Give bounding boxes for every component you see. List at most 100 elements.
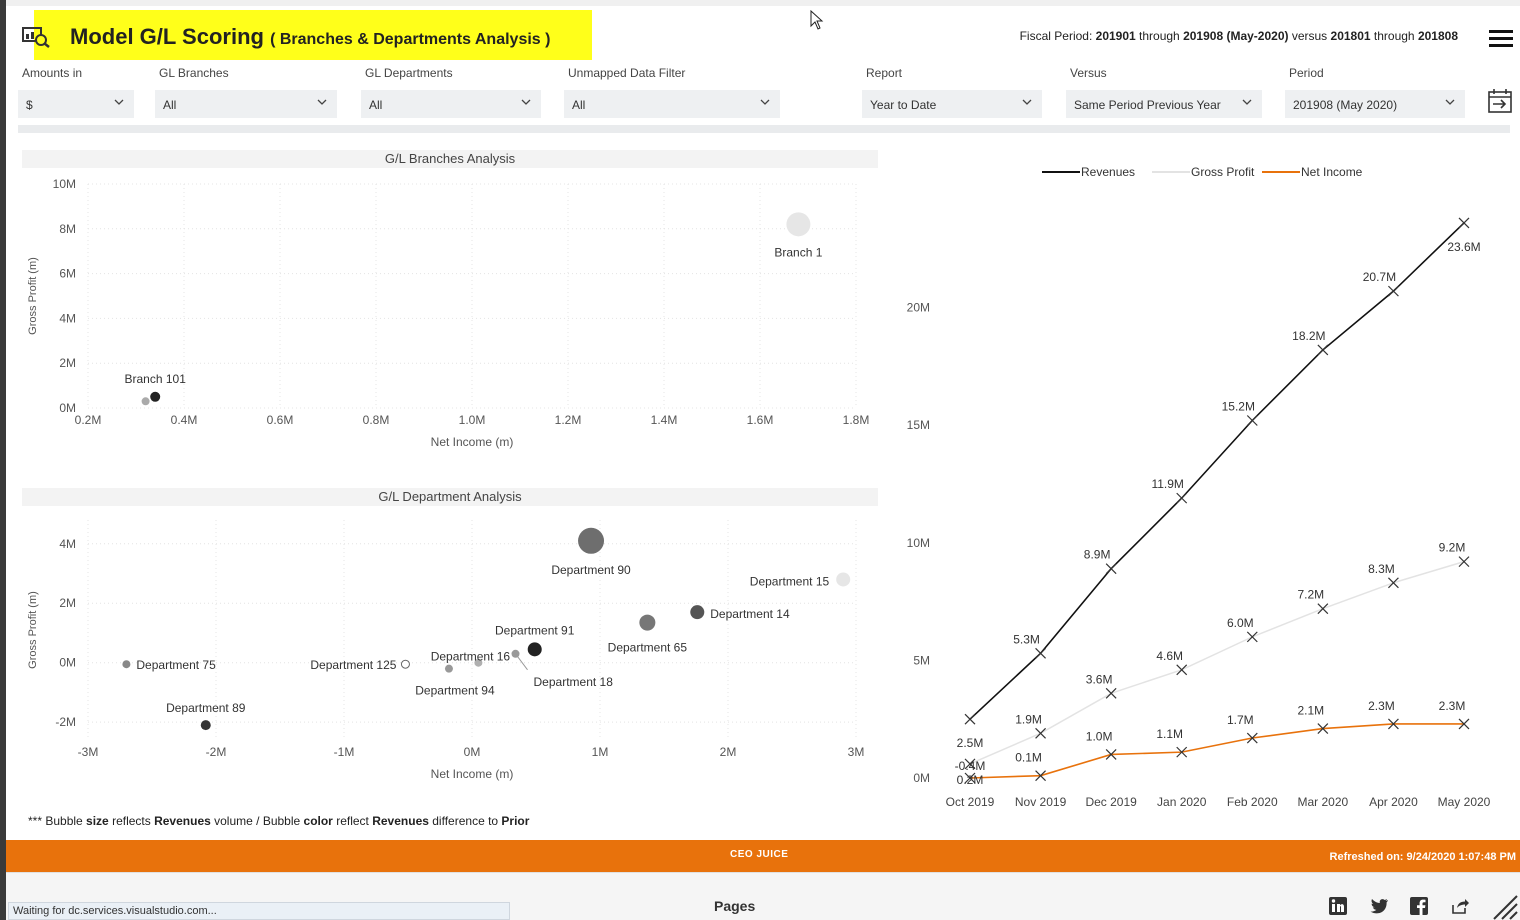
status-bar: Waiting for dc.services.visualstudio.com… bbox=[8, 902, 510, 920]
data-label: 2.5M bbox=[957, 736, 984, 750]
bubble-point bbox=[474, 658, 483, 667]
series-marker bbox=[1035, 770, 1046, 782]
series-marker bbox=[1458, 718, 1470, 730]
filter-dropdown-versus[interactable]: Same Period Previous Year bbox=[1066, 90, 1262, 118]
pages-button[interactable]: Pages bbox=[714, 898, 756, 914]
point-label: Department 15 bbox=[750, 574, 830, 588]
series-marker bbox=[1176, 492, 1188, 504]
point-label: Department 75 bbox=[136, 658, 216, 672]
filter-dropdown-amounts-in[interactable]: $ bbox=[18, 90, 134, 118]
report-icon bbox=[22, 27, 50, 48]
point-label: Department 89 bbox=[166, 701, 246, 715]
bubble-point bbox=[836, 572, 851, 587]
filter-label-gl-departments: GL Departments bbox=[365, 66, 453, 80]
share-icon[interactable] bbox=[1450, 896, 1470, 916]
series-marker bbox=[1246, 732, 1258, 744]
filter-dropdown-gl-departments[interactable]: All bbox=[361, 90, 541, 118]
x-tick-label: 0.4M bbox=[171, 413, 198, 427]
series-marker bbox=[1176, 664, 1188, 676]
series-marker bbox=[1176, 746, 1188, 758]
filter-label-unmapped-data-filter: Unmapped Data Filter bbox=[568, 66, 686, 80]
series-line bbox=[969, 222, 1465, 720]
series-marker bbox=[1388, 285, 1399, 297]
point-label: Department 16 bbox=[431, 650, 511, 664]
filter-label-period: Period bbox=[1289, 66, 1324, 80]
data-label: 9.2M bbox=[1439, 541, 1466, 555]
y-tick-label: 2M bbox=[59, 356, 76, 370]
x-tick-label: 2M bbox=[720, 745, 737, 759]
filter-dropdown-period[interactable]: 201908 (May 2020) bbox=[1285, 90, 1465, 118]
bubble-point bbox=[141, 397, 150, 406]
data-label: -0.4M bbox=[955, 759, 986, 773]
x-axis-label: Net Income (m) bbox=[431, 435, 514, 449]
chevron-down-icon bbox=[1445, 99, 1455, 105]
data-label: 8.9M bbox=[1084, 548, 1111, 562]
calendar-export-icon[interactable] bbox=[1488, 88, 1514, 114]
top-line bbox=[6, 0, 1520, 6]
bubble-point bbox=[578, 527, 605, 554]
bubble-footnote: *** Bubble size reflects Revenues volume… bbox=[28, 814, 530, 828]
filter-value: Year to Date bbox=[870, 98, 937, 112]
series-marker bbox=[1035, 647, 1046, 659]
y-tick-label: 10M bbox=[907, 536, 930, 550]
x-tick-label: 0.6M bbox=[267, 413, 294, 427]
point-label: Department 18 bbox=[534, 675, 614, 689]
series-marker bbox=[964, 772, 976, 784]
data-label: 2.3M bbox=[1368, 699, 1395, 713]
data-label: 6.0M bbox=[1227, 616, 1254, 630]
data-label: 23.6M bbox=[1447, 240, 1480, 254]
data-label: 1.0M bbox=[1086, 729, 1113, 743]
filter-dropdown-unmapped-data-filter[interactable]: All bbox=[564, 90, 780, 118]
departments-scatter-chart: -2M 0M 2M 4M -3M -2M -1M 0M 1M 2M 3M Net Income (m)… bbox=[27, 520, 865, 781]
x-tick-label: 1.6M bbox=[747, 413, 774, 427]
data-label: 3.6M bbox=[1086, 672, 1113, 686]
filter-dropdown-gl-branches[interactable]: All bbox=[155, 90, 337, 118]
filter-value: 201908 (May 2020) bbox=[1293, 98, 1398, 112]
data-label: 4.6M bbox=[1156, 649, 1183, 663]
data-label: 1.9M bbox=[1015, 712, 1042, 726]
series-marker bbox=[1246, 415, 1258, 426]
point-label: Department 91 bbox=[495, 623, 575, 637]
filter-divider bbox=[18, 125, 1510, 133]
data-label: 2.3M bbox=[1439, 699, 1466, 713]
bubble-point bbox=[690, 605, 705, 620]
fiscal-from: 201901 bbox=[1095, 29, 1136, 43]
series-marker bbox=[1388, 577, 1399, 589]
fiscal-versus: versus bbox=[1291, 29, 1328, 43]
series-marker bbox=[964, 758, 976, 770]
series-line bbox=[969, 723, 1464, 779]
linkedin-icon[interactable] bbox=[1328, 896, 1348, 916]
resize-grip-icon[interactable] bbox=[1492, 894, 1518, 920]
twitter-icon[interactable] bbox=[1369, 896, 1389, 916]
filter-value: All bbox=[572, 98, 586, 112]
data-label: 1.1M bbox=[1156, 727, 1183, 741]
fiscal-through-1: through bbox=[1139, 29, 1180, 43]
y-tick-label: 0M bbox=[913, 771, 930, 785]
y-tick-label: 0M bbox=[59, 401, 76, 415]
facebook-icon[interactable] bbox=[1409, 896, 1429, 916]
legend-label: Revenues bbox=[1081, 165, 1135, 179]
series-marker bbox=[1035, 727, 1046, 739]
bubble-point bbox=[150, 391, 161, 402]
departments-chart-title: G/L Department Analysis bbox=[22, 488, 878, 506]
hamburger-menu-icon[interactable] bbox=[1489, 30, 1513, 48]
series-marker bbox=[1317, 603, 1329, 615]
chevron-down-icon bbox=[114, 99, 124, 105]
fiscal-prior-to: 201808 bbox=[1417, 29, 1458, 43]
logo-text: CEO JUICE bbox=[730, 849, 789, 860]
fiscal-label: Fiscal Period: bbox=[1019, 29, 1093, 43]
filter-value: All bbox=[369, 98, 383, 112]
y-tick-label: -2M bbox=[55, 715, 76, 729]
x-tick-label: -2M bbox=[206, 745, 227, 759]
y-tick-label: 15M bbox=[907, 418, 930, 432]
bubble-point bbox=[122, 660, 131, 669]
y-tick-label: 8M bbox=[59, 222, 76, 236]
y-tick-label: 4M bbox=[59, 537, 76, 551]
x-tick-label: 3M bbox=[848, 745, 865, 759]
series-marker bbox=[964, 713, 976, 725]
fiscal-to: 201908 (May-2020) bbox=[1183, 29, 1289, 43]
filter-label-gl-branches: GL Branches bbox=[159, 66, 229, 80]
filter-dropdown-report[interactable]: Year to Date bbox=[862, 90, 1042, 118]
point-label: Department 125 bbox=[310, 658, 396, 672]
data-label: 20.7M bbox=[1363, 270, 1396, 284]
